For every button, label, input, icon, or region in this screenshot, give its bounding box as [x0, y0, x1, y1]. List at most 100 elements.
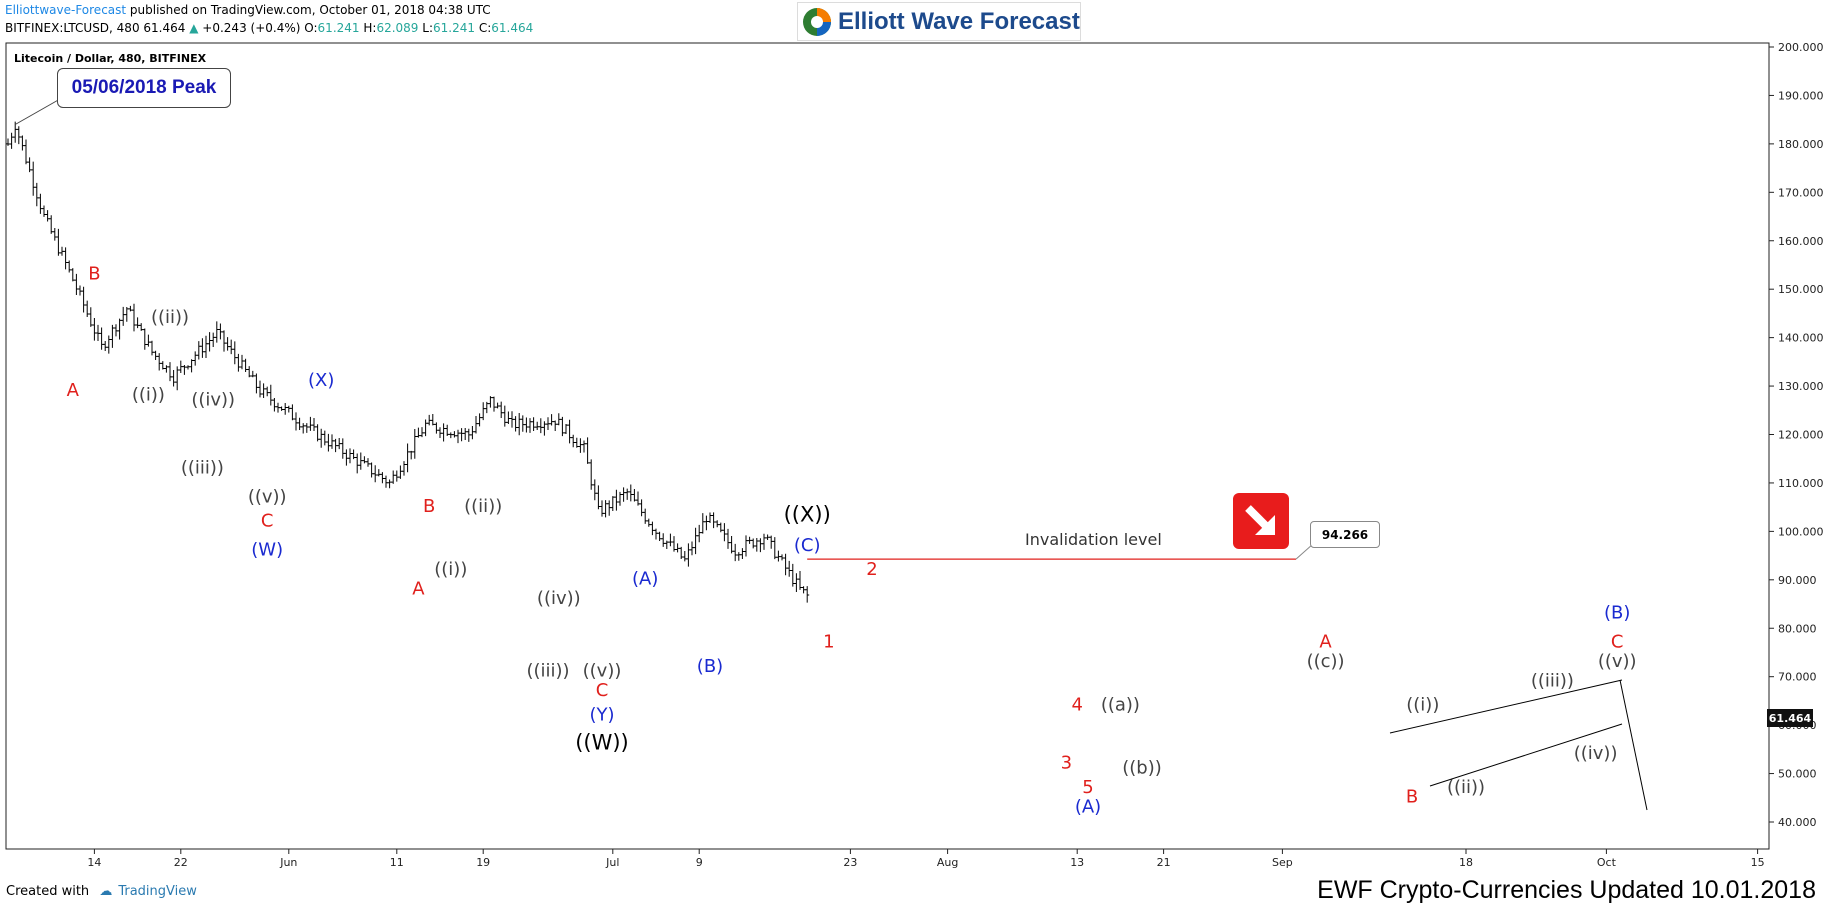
close-label: C: — [478, 21, 492, 35]
wave-label: ((c)) — [1307, 651, 1345, 672]
price-bar — [722, 523, 727, 542]
price-bar — [142, 328, 147, 350]
price-bar — [571, 434, 576, 448]
price-bar — [268, 384, 273, 406]
price-bar — [81, 286, 86, 313]
price-bar — [387, 479, 392, 489]
y-tick-label: 130.000 — [1778, 380, 1824, 393]
price-bar — [229, 339, 234, 355]
y-tick-label: 190.000 — [1778, 89, 1824, 102]
wave-label: ((v)) — [1598, 651, 1637, 672]
price-bar — [333, 438, 338, 453]
wave-label: ((i)) — [132, 385, 165, 406]
price-bar — [423, 419, 428, 437]
price-bar — [578, 438, 583, 453]
price-bar — [726, 528, 730, 549]
price-bar — [250, 370, 255, 378]
price-bar — [20, 135, 25, 151]
price-bar — [258, 380, 262, 398]
price-bar — [481, 402, 486, 421]
price-bar — [772, 537, 777, 560]
price-bar — [459, 428, 464, 442]
x-tick-label: 9 — [696, 856, 703, 869]
price-bar — [416, 427, 421, 438]
x-tick-label: Sep — [1272, 856, 1293, 869]
y-tick-label: 140.000 — [1778, 332, 1824, 345]
wave-label: ((iii)) — [1531, 670, 1574, 691]
price-bar — [358, 452, 363, 470]
publish-line: Elliottwave-Forecast published on Tradin… — [5, 3, 491, 17]
projection-line — [1619, 679, 1648, 811]
price-bar — [592, 479, 597, 501]
price-bar — [510, 411, 514, 428]
price-bar — [88, 307, 93, 327]
price-bar — [340, 438, 345, 459]
chart-title: Litecoin / Dollar, 480, BITFINEX — [14, 52, 207, 65]
publish-info: published on TradingView.com, October 01… — [126, 3, 491, 17]
price-bar — [6, 138, 10, 146]
price-bar — [524, 417, 529, 433]
price-bar — [632, 488, 637, 502]
wave-label: (B) — [697, 656, 723, 677]
price-bar — [513, 416, 518, 432]
price-bar — [319, 428, 324, 448]
price-bar — [139, 323, 144, 331]
price-bar — [63, 247, 68, 270]
price-bar — [294, 412, 298, 431]
last-value: 61.464 — [143, 21, 186, 35]
price-bar — [488, 396, 493, 408]
author-link[interactable]: Elliottwave-Forecast — [5, 3, 127, 17]
y-tick-label: 120.000 — [1778, 429, 1824, 442]
price-bar — [200, 338, 205, 358]
price-bar — [186, 365, 190, 370]
price-bar — [193, 351, 198, 366]
diagonal-lower-line — [1429, 723, 1623, 787]
price-bar — [553, 420, 558, 431]
price-bar — [45, 210, 50, 222]
price-bar — [697, 524, 702, 543]
tradingview-link[interactable]: TradingView — [118, 884, 197, 899]
price-bars — [6, 121, 810, 603]
x-tick-label: 22 — [174, 856, 188, 869]
wave-label: C — [1611, 632, 1624, 653]
price-bar — [214, 321, 219, 343]
price-bar — [24, 139, 28, 165]
logo-text: Elliott Wave Forecast — [838, 7, 1080, 35]
price-bar — [384, 475, 388, 488]
wave-label: ((b)) — [1122, 758, 1162, 779]
price-bar — [625, 488, 630, 500]
price-bar — [787, 560, 792, 577]
price-bar — [286, 405, 291, 413]
price-bar — [733, 543, 738, 562]
price-bar — [506, 411, 511, 424]
price-bar — [218, 323, 223, 340]
y-tick-label: 90.000 — [1778, 574, 1817, 587]
price-bar — [117, 318, 122, 340]
price-bar — [211, 332, 216, 347]
price-bar — [542, 421, 547, 436]
price-bar — [430, 413, 435, 426]
price-bar — [56, 228, 61, 256]
price-bar — [639, 499, 644, 517]
y-tick-label: 150.000 — [1778, 283, 1824, 296]
high-label: H: — [363, 21, 377, 35]
price-bar — [646, 518, 651, 527]
y-tick-label: 200.000 — [1778, 41, 1824, 54]
symbol-label: BITFINEX:LTCUSD, 480 — [5, 21, 140, 35]
up-arrow-icon: ▲ — [189, 21, 199, 35]
price-bar — [103, 340, 108, 352]
y-tick-label: 110.000 — [1778, 477, 1824, 490]
price-bar — [189, 359, 194, 373]
price-bar — [794, 573, 799, 592]
price-bar — [276, 402, 280, 413]
cloud-icon: ☁ — [99, 884, 113, 899]
peak-callout-pointer — [14, 98, 61, 125]
price-bar — [34, 182, 39, 207]
x-tick-label: Jun — [279, 856, 297, 869]
last-price-tag: 61.464 — [1767, 709, 1813, 727]
price-bar — [182, 365, 187, 375]
price-bar — [150, 340, 154, 356]
price-bar — [776, 550, 781, 562]
open-value: 61.241 — [317, 21, 360, 35]
